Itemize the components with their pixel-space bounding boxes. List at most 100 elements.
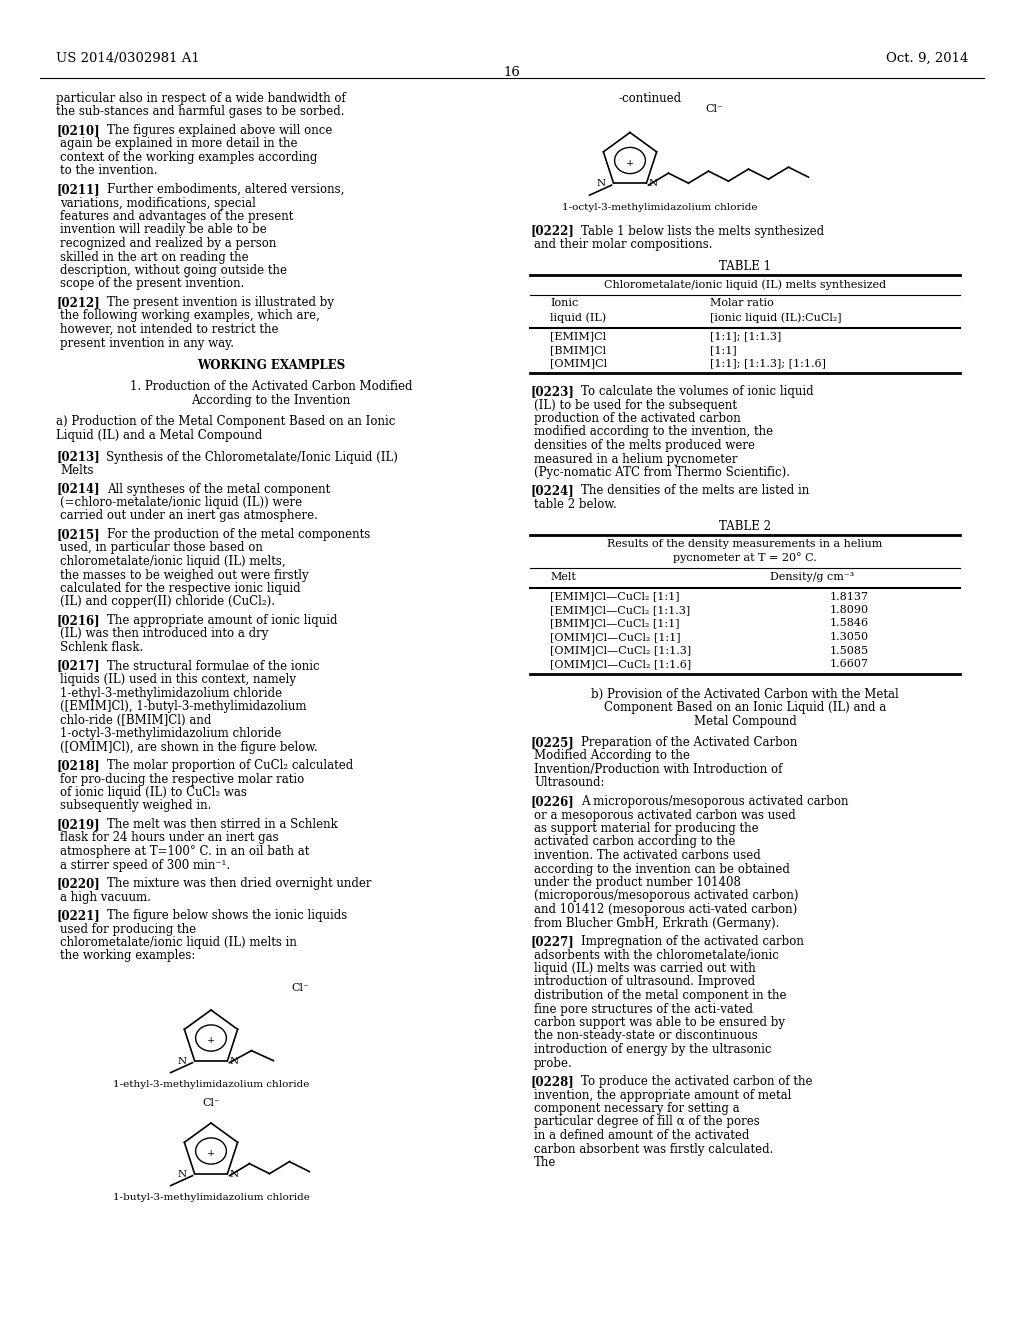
- Text: [0226]: [0226]: [530, 795, 573, 808]
- Text: component necessary for setting a: component necessary for setting a: [534, 1102, 739, 1115]
- Text: The structural formulae of the ionic: The structural formulae of the ionic: [108, 660, 319, 672]
- Text: [0223]: [0223]: [530, 385, 573, 399]
- Text: N: N: [648, 180, 657, 189]
- Text: 1. Production of the Activated Carbon Modified: 1. Production of the Activated Carbon Mo…: [130, 380, 413, 393]
- Text: used for producing the: used for producing the: [60, 923, 197, 936]
- Text: carbon absorbent was firstly calculated.: carbon absorbent was firstly calculated.: [534, 1143, 773, 1155]
- Text: 1-octyl-3-methylimidazolium chloride: 1-octyl-3-methylimidazolium chloride: [60, 727, 282, 741]
- Text: introduction of ultrasound. Improved: introduction of ultrasound. Improved: [534, 975, 755, 989]
- Text: again be explained in more detail in the: again be explained in more detail in the: [60, 137, 298, 150]
- Text: 1.3050: 1.3050: [830, 632, 869, 642]
- Text: The melt was then stirred in a Schlenk: The melt was then stirred in a Schlenk: [108, 818, 338, 832]
- Text: The densities of the melts are listed in: The densities of the melts are listed in: [582, 484, 809, 498]
- Text: from Blucher GmbH, Erkrath (Germany).: from Blucher GmbH, Erkrath (Germany).: [534, 916, 779, 929]
- Text: [0218]: [0218]: [56, 759, 99, 772]
- Text: [0221]: [0221]: [56, 909, 99, 921]
- Text: A microporous/mesoporous activated carbon: A microporous/mesoporous activated carbo…: [582, 795, 849, 808]
- Text: and their molar compositions.: and their molar compositions.: [534, 238, 713, 251]
- Text: densities of the melts produced were: densities of the melts produced were: [534, 440, 755, 451]
- Text: probe.: probe.: [534, 1056, 572, 1069]
- Text: [EMIM]Cl—CuCl₂ [1:1.3]: [EMIM]Cl—CuCl₂ [1:1.3]: [550, 605, 690, 615]
- Text: a stirrer speed of 300 min⁻¹.: a stirrer speed of 300 min⁻¹.: [60, 858, 230, 871]
- Text: [1:1]: [1:1]: [710, 345, 736, 355]
- Text: The figure below shows the ionic liquids: The figure below shows the ionic liquids: [108, 909, 347, 921]
- Text: N: N: [229, 1170, 239, 1179]
- Text: description, without going outside the: description, without going outside the: [60, 264, 287, 277]
- Text: The molar proportion of CuCl₂ calculated: The molar proportion of CuCl₂ calculated: [108, 759, 353, 772]
- Text: Schlenk flask.: Schlenk flask.: [60, 642, 143, 653]
- Text: Chlorometalate/ionic liquid (IL) melts synthesized: Chlorometalate/ionic liquid (IL) melts s…: [604, 279, 886, 289]
- Text: (Pyc-nomatic ATC from Thermo Scientific).: (Pyc-nomatic ATC from Thermo Scientific)…: [534, 466, 790, 479]
- Text: b) Provision of the Activated Carbon with the Metal: b) Provision of the Activated Carbon wit…: [591, 688, 899, 701]
- Text: invention. The activated carbons used: invention. The activated carbons used: [534, 849, 761, 862]
- Text: measured in a helium pycnometer: measured in a helium pycnometer: [534, 453, 737, 466]
- Text: particular degree of fill α of the pores: particular degree of fill α of the pores: [534, 1115, 760, 1129]
- Text: context of the working examples according: context of the working examples accordin…: [60, 150, 317, 164]
- Text: chlorometalate/ionic liquid (IL) melts,: chlorometalate/ionic liquid (IL) melts,: [60, 554, 286, 568]
- Text: [0227]: [0227]: [530, 935, 573, 948]
- Text: TABLE 2: TABLE 2: [719, 520, 771, 532]
- Text: carried out under an inert gas atmosphere.: carried out under an inert gas atmospher…: [60, 510, 317, 523]
- Text: scope of the present invention.: scope of the present invention.: [60, 277, 245, 290]
- Text: The present invention is illustrated by: The present invention is illustrated by: [108, 296, 334, 309]
- Text: TABLE 1: TABLE 1: [719, 260, 771, 272]
- Text: for pro-ducing the respective molar ratio: for pro-ducing the respective molar rati…: [60, 772, 304, 785]
- Text: [OMIM]Cl—CuCl₂ [1:1.6]: [OMIM]Cl—CuCl₂ [1:1.6]: [550, 659, 691, 669]
- Text: [OMIM]Cl—CuCl₂ [1:1]: [OMIM]Cl—CuCl₂ [1:1]: [550, 632, 681, 642]
- Text: The mixture was then dried overnight under: The mixture was then dried overnight und…: [108, 876, 372, 890]
- Text: recognized and realized by a person: recognized and realized by a person: [60, 238, 276, 249]
- Text: under the product number 101408: under the product number 101408: [534, 876, 741, 888]
- Text: introduction of energy by the ultrasonic: introduction of energy by the ultrasonic: [534, 1043, 771, 1056]
- Text: Further embodiments, altered versions,: Further embodiments, altered versions,: [108, 183, 344, 195]
- Text: Cl⁻: Cl⁻: [202, 1098, 220, 1107]
- Text: Melt: Melt: [550, 572, 575, 582]
- Text: of ionic liquid (IL) to CuCl₂ was: of ionic liquid (IL) to CuCl₂ was: [60, 785, 247, 799]
- Text: however, not intended to restrict the: however, not intended to restrict the: [60, 323, 279, 337]
- Text: production of the activated carbon: production of the activated carbon: [534, 412, 740, 425]
- Text: subsequently weighed in.: subsequently weighed in.: [60, 800, 211, 813]
- Text: pycnometer at T = 20° C.: pycnometer at T = 20° C.: [673, 553, 817, 564]
- Text: +: +: [207, 1148, 215, 1158]
- Text: features and advantages of the present: features and advantages of the present: [60, 210, 293, 223]
- Text: US 2014/0302981 A1: US 2014/0302981 A1: [56, 51, 200, 65]
- Text: [0215]: [0215]: [56, 528, 99, 541]
- Text: N: N: [177, 1056, 186, 1065]
- Text: adsorbents with the chlorometalate/ionic: adsorbents with the chlorometalate/ionic: [534, 949, 779, 961]
- Text: [EMIM]Cl: [EMIM]Cl: [550, 331, 606, 342]
- Text: (IL) was then introduced into a dry: (IL) was then introduced into a dry: [60, 627, 268, 640]
- Text: as support material for producing the: as support material for producing the: [534, 822, 759, 836]
- Text: [0212]: [0212]: [56, 296, 99, 309]
- Text: ([OMIM]Cl), are shown in the figure below.: ([OMIM]Cl), are shown in the figure belo…: [60, 741, 317, 754]
- Text: [0217]: [0217]: [56, 660, 99, 672]
- Text: [0216]: [0216]: [56, 614, 99, 627]
- Text: chlo-ride ([BMIM]Cl) and: chlo-ride ([BMIM]Cl) and: [60, 714, 211, 726]
- Text: a) Production of the Metal Component Based on an Ionic: a) Production of the Metal Component Bas…: [56, 416, 395, 429]
- Text: ([EMIM]Cl), 1-butyl-3-methylimidazolium: ([EMIM]Cl), 1-butyl-3-methylimidazolium: [60, 700, 306, 713]
- Text: [EMIM]Cl—CuCl₂ [1:1]: [EMIM]Cl—CuCl₂ [1:1]: [550, 591, 680, 602]
- Text: 1.8137: 1.8137: [830, 591, 869, 602]
- Text: (=chloro-metalate/ionic liquid (IL)) were: (=chloro-metalate/ionic liquid (IL)) wer…: [60, 496, 302, 510]
- Text: fine pore structures of the acti-vated: fine pore structures of the acti-vated: [534, 1002, 753, 1015]
- Text: carbon support was able to be ensured by: carbon support was able to be ensured by: [534, 1016, 785, 1030]
- Text: 16: 16: [504, 66, 520, 79]
- Text: and 101412 (mesoporous acti-vated carbon): and 101412 (mesoporous acti-vated carbon…: [534, 903, 798, 916]
- Text: used, in particular those based on: used, in particular those based on: [60, 541, 263, 554]
- Text: atmosphere at T=100° C. in an oil bath at: atmosphere at T=100° C. in an oil bath a…: [60, 845, 309, 858]
- Text: According to the Invention: According to the Invention: [191, 393, 350, 407]
- Text: Results of the density measurements in a helium: Results of the density measurements in a…: [607, 539, 883, 549]
- Text: activated carbon according to the: activated carbon according to the: [534, 836, 735, 849]
- Text: according to the invention can be obtained: according to the invention can be obtain…: [534, 862, 790, 875]
- Text: [0220]: [0220]: [56, 876, 99, 890]
- Text: Impregnation of the activated carbon: Impregnation of the activated carbon: [582, 935, 804, 948]
- Text: 1-octyl-3-methylimidazolium chloride: 1-octyl-3-methylimidazolium chloride: [562, 202, 758, 211]
- Text: the non-steady-state or discontinuous: the non-steady-state or discontinuous: [534, 1030, 758, 1043]
- Text: The appropriate amount of ionic liquid: The appropriate amount of ionic liquid: [108, 614, 338, 627]
- Text: modified according to the invention, the: modified according to the invention, the: [534, 425, 773, 438]
- Text: 1-butyl-3-methylimidazolium chloride: 1-butyl-3-methylimidazolium chloride: [113, 1193, 309, 1203]
- Text: N: N: [229, 1056, 239, 1065]
- Text: Table 1 below lists the melts synthesized: Table 1 below lists the melts synthesize…: [582, 224, 824, 238]
- Text: (IL) and copper(II) chloride (CuCl₂).: (IL) and copper(II) chloride (CuCl₂).: [60, 595, 275, 609]
- Text: invention will readily be able to be: invention will readily be able to be: [60, 223, 266, 236]
- Text: Component Based on an Ionic Liquid (IL) and a: Component Based on an Ionic Liquid (IL) …: [604, 701, 886, 714]
- Text: Molar ratio: Molar ratio: [710, 298, 774, 309]
